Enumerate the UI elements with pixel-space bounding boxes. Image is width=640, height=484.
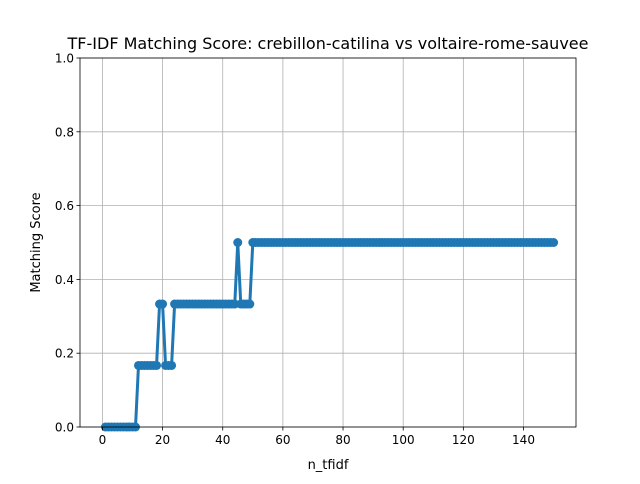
x-tick-label: 20 — [155, 433, 170, 447]
y-tick-label: 0.4 — [55, 273, 74, 287]
x-tick-label: 0 — [99, 433, 107, 447]
x-tick-label: 140 — [512, 433, 535, 447]
y-axis-label: Matching Score — [29, 192, 44, 292]
x-ticks: 0 20 40 60 80 100 120 140 — [99, 427, 535, 447]
y-tick-label: 0.8 — [55, 125, 74, 139]
axes-layer — [79, 57, 577, 428]
y-tick-label: 0.6 — [55, 199, 74, 213]
data-point — [167, 360, 177, 370]
plot-frame — [79, 57, 577, 428]
x-tick-label: 60 — [275, 433, 290, 447]
data-point — [245, 299, 255, 309]
data-point — [549, 238, 559, 247]
y-tick-label: 0.2 — [55, 347, 74, 361]
chart-title: TF-IDF Matching Score: crebillon-catilin… — [67, 34, 589, 53]
x-tick-label: 100 — [392, 433, 415, 447]
x-tick-label: 80 — [335, 433, 350, 447]
data-point — [233, 238, 243, 247]
y-tick-label: 0.0 — [55, 421, 74, 435]
data-point — [158, 299, 168, 309]
y-tick-label: 1.0 — [55, 52, 74, 66]
x-tick-label: 40 — [215, 433, 230, 447]
y-ticks: 0.0 0.2 0.4 0.6 0.8 1.0 — [55, 52, 80, 435]
data-point — [152, 360, 162, 370]
x-tick-label: 120 — [452, 433, 475, 447]
x-axis-label: n_tfidf — [308, 458, 349, 473]
